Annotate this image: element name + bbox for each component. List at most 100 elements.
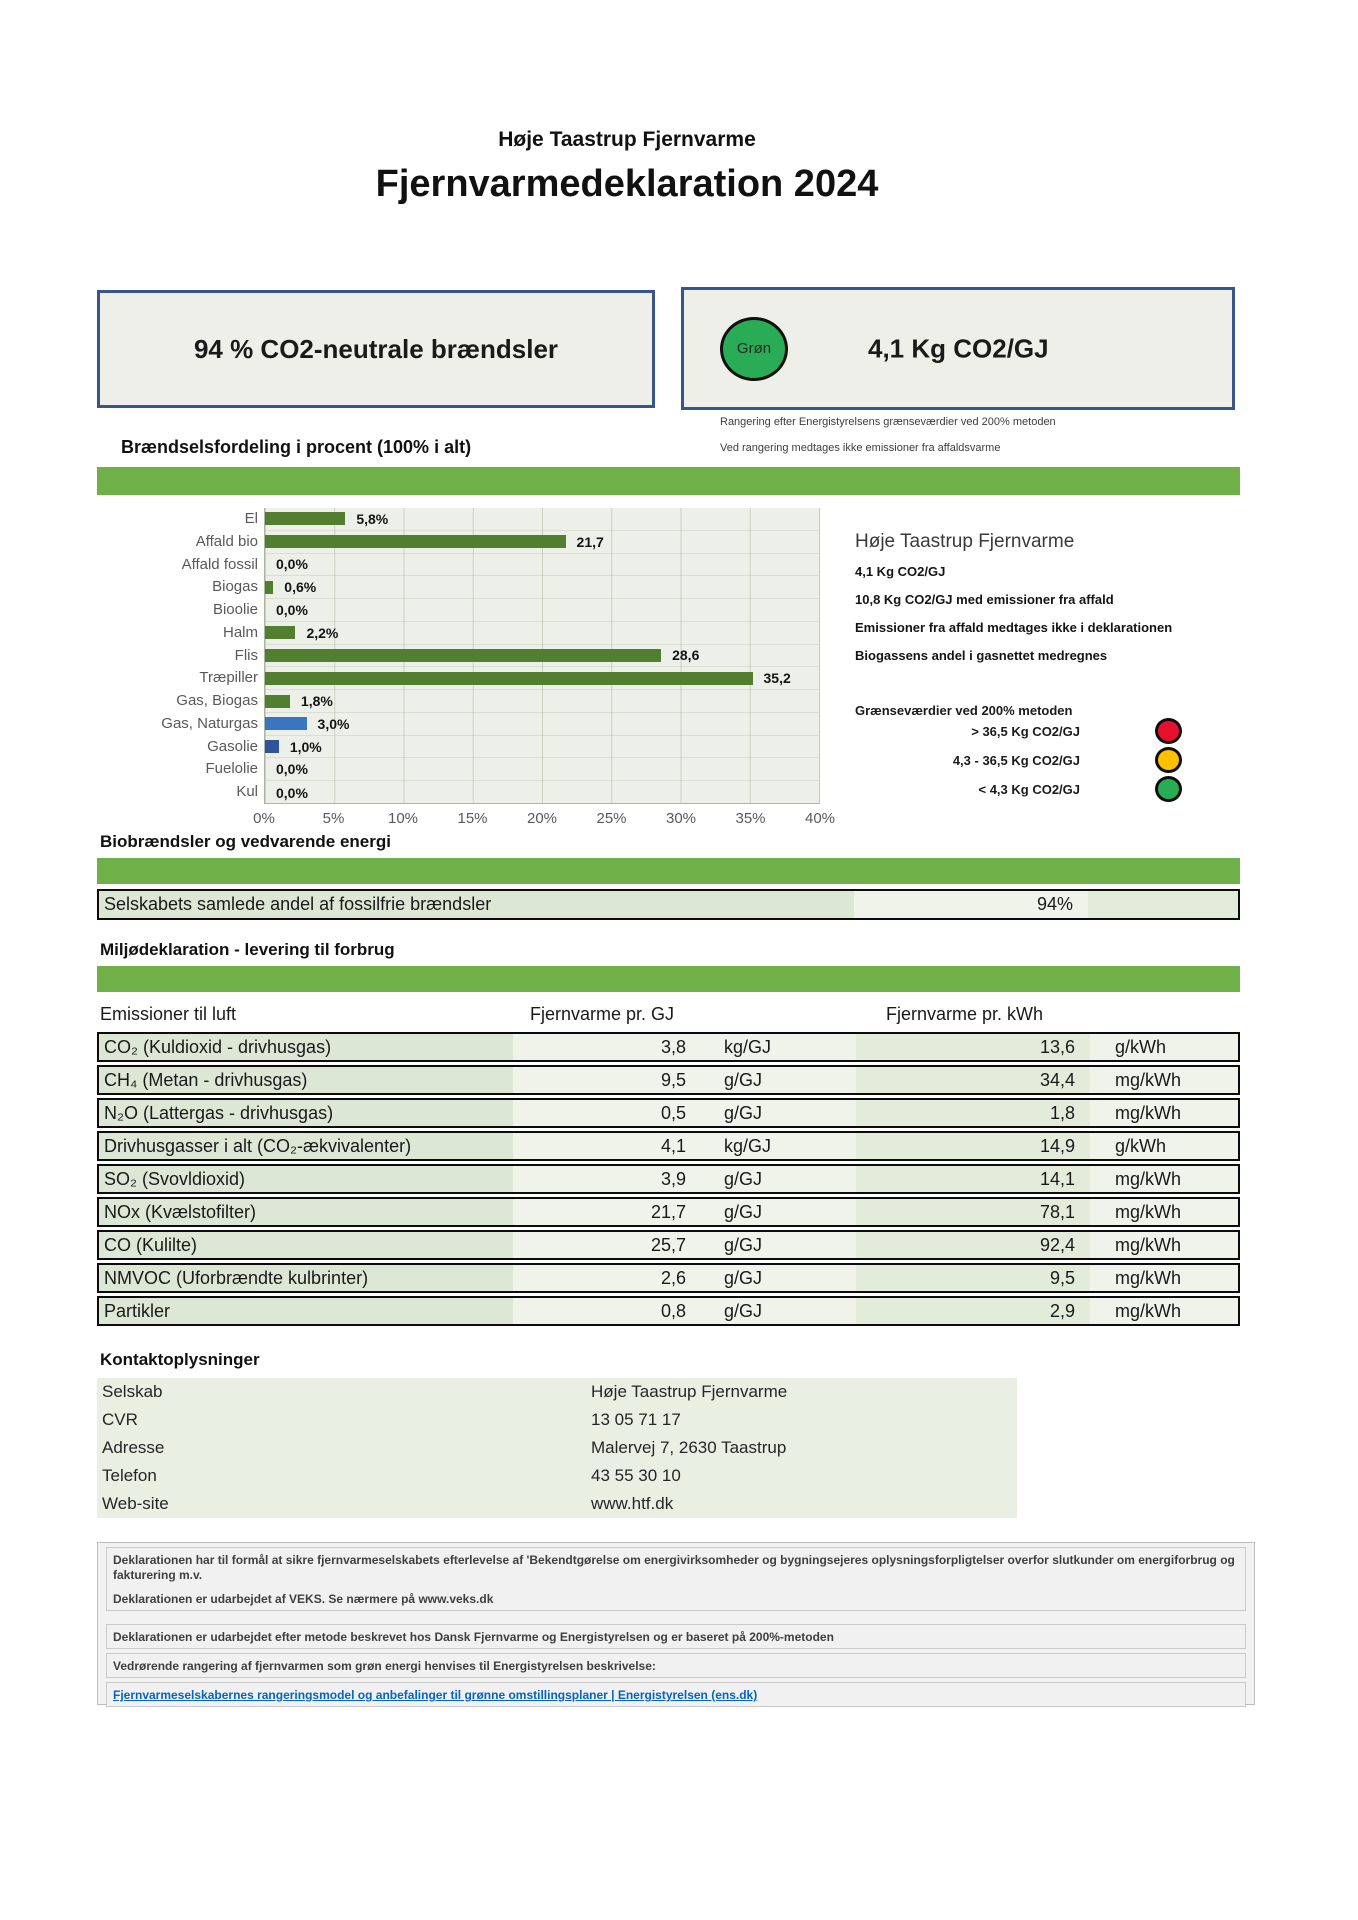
chart-category-label: El [244, 510, 258, 527]
emission-gj-value: 3,8 [513, 1034, 692, 1060]
traffic-light-yellow-icon [1155, 747, 1182, 773]
footer-panel: Deklarationen har til formål at sikre fj… [97, 1542, 1255, 1707]
chart-category-label: Flis [234, 646, 258, 664]
emissions-header-pollutant: Emissioner til luft [100, 1004, 237, 1024]
emission-kwh-unit: mg/kWh [1090, 1166, 1238, 1192]
energistyrelsen-link[interactable]: Fjernvarmeselskabernes rangeringsmodel o… [113, 1688, 758, 1702]
contact-row: Telefon 43 55 30 10 [97, 1462, 1017, 1490]
chart-category-label: Træpiller [199, 669, 258, 687]
footer-method-block: Deklarationen er udarbejdet efter metode… [106, 1624, 1246, 1649]
footer-note: Deklarationen er udarbejdet af VEKS. Se … [113, 1592, 494, 1606]
chart-bar-value: 0,0% [276, 761, 308, 778]
chart-row: 0,6% [265, 576, 819, 600]
emission-name: Partikler [99, 1298, 513, 1324]
info-line: 10,8 Kg CO2/GJ med emissioner fra affald [855, 592, 1114, 607]
chart-row: 1,0% [265, 736, 819, 759]
emissions-table: CO₂ (Kuldioxid - drivhusgas) 3,8 kg/GJ 1… [97, 1032, 1240, 1329]
chart-bar [265, 740, 279, 754]
emission-gj-value: 0,5 [513, 1100, 692, 1126]
emission-name: NOx (Kvælstofilter) [99, 1199, 513, 1225]
chart-bar [265, 535, 566, 549]
contact-value: Høje Taastrup Fjernvarme [591, 1382, 788, 1401]
chart-row: 5,8% [265, 508, 819, 531]
emission-kwh-unit: mg/kWh [1090, 1067, 1238, 1093]
chart-bar [265, 671, 753, 685]
x-axis-tick-label: 30% [665, 810, 697, 827]
chart-bar-value: 0,0% [276, 784, 308, 801]
emission-gj-unit: g/GJ [692, 1199, 856, 1225]
emission-kwh-unit: mg/kWh [1090, 1100, 1238, 1126]
chart-bar [265, 648, 662, 662]
x-axis-tick-label: 5% [322, 810, 345, 827]
fuel-distribution-plot-area: 5,8% 21,7 0,0% 0,6% [264, 508, 820, 804]
emission-gj-value: 3,9 [513, 1166, 692, 1192]
chart-category-labels: El Affald bio Affald fossil Biogas Biool… [118, 508, 258, 804]
x-axis-tick-label: 0% [253, 810, 275, 827]
emission-row: NMVOC (Uforbrændte kulbrinter) 2,6 g/GJ … [97, 1263, 1240, 1293]
emissions-section-title: Miljødeklaration - levering til forbrug [100, 940, 395, 959]
emission-row: N₂O (Lattergas - drivhusgas) 0,5 g/GJ 1,… [97, 1098, 1240, 1128]
emission-gj-unit: kg/GJ [692, 1133, 856, 1159]
x-axis-tick-label: 25% [596, 810, 627, 827]
emission-gj-value: 2,6 [513, 1265, 692, 1291]
contact-label: CVR [102, 1410, 138, 1429]
threshold-row: > 36,5 Kg CO2/GJ [855, 718, 1185, 745]
chart-bar-value: 5,8% [356, 510, 389, 527]
fossilfree-share-spacer [1088, 891, 1238, 918]
chart-row: 2,2% [265, 622, 819, 645]
emission-row: Drivhusgasser i alt (CO₂-ækvivalenter) 4… [97, 1131, 1240, 1161]
emission-row: CO (Kulilte) 25,7 g/GJ 92,4 mg/kWh [97, 1230, 1240, 1260]
emission-name: NMVOC (Uforbrændte kulbrinter) [99, 1265, 513, 1291]
x-axis-tick-label: 35% [735, 810, 766, 827]
chart-bar-value: 0,6% [284, 579, 317, 596]
contact-row: CVR 13 05 71 17 [97, 1406, 1017, 1434]
ranking-notes: Rangering efter Energistyrelsens grænsev… [720, 416, 1190, 468]
emission-row: CO₂ (Kuldioxid - drivhusgas) 3,8 kg/GJ 1… [97, 1032, 1240, 1062]
contact-row: Web-site www.htf.dk [97, 1490, 1017, 1518]
ranking-note-line: Ved rangering medtages ikke emissioner f… [720, 442, 1001, 454]
emission-gj-value: 0,8 [513, 1298, 692, 1324]
co2-rating-box: Grøn 4,1 Kg CO2/GJ [681, 287, 1235, 410]
emission-kwh-unit: g/kWh [1090, 1133, 1238, 1159]
emission-kwh-value: 14,1 [856, 1166, 1090, 1192]
chart-category-label: Halm [222, 623, 258, 641]
emission-kwh-unit: g/kWh [1090, 1034, 1238, 1060]
footer-note: Deklarationen er udarbejdet efter metode… [113, 1630, 834, 1644]
chart-row: 28,6 [265, 645, 819, 668]
contact-value: 13 05 71 17 [591, 1410, 681, 1429]
x-axis: 0% 5% 10% 15% 20% 25% 30% 35% 40% [253, 810, 835, 830]
info-panel: Høje Taastrup Fjernvarme 4,1 Kg CO2/GJ 1… [855, 531, 1255, 811]
emission-gj-unit: g/GJ [692, 1298, 856, 1324]
chart-bar-value: 35,2 [763, 670, 791, 687]
chart-bar-value: 2,2% [306, 624, 339, 641]
emission-row: SO₂ (Svovldioxid) 3,9 g/GJ 14,1 mg/kWh [97, 1164, 1240, 1194]
emissions-header-per-gj: Fjernvarme pr. GJ [530, 1004, 675, 1024]
co2-per-gj-value: 4,1 Kg CO2/GJ [868, 333, 1049, 363]
chart-bar-value: 21,7 [576, 533, 604, 550]
chart-bar-value: 0,0% [276, 556, 308, 573]
emission-name: CH₄ (Metan - drivhusgas) [99, 1067, 513, 1093]
info-line: Biogassens andel i gasnettet medregnes [855, 648, 1108, 663]
emission-gj-unit: g/GJ [692, 1100, 856, 1126]
fossilfree-share-label: Selskabets samlede andel af fossilfrie b… [99, 891, 854, 918]
emission-kwh-value: 2,9 [856, 1298, 1090, 1324]
chart-row: 1,8% [265, 690, 819, 713]
chart-category-label: Affald bio [195, 532, 258, 550]
fossilfree-share-row: Selskabets samlede andel af fossilfrie b… [97, 889, 1240, 920]
emission-kwh-value: 92,4 [856, 1232, 1090, 1258]
chart-row: 35,2 [265, 667, 819, 691]
emission-kwh-unit: mg/kWh [1090, 1298, 1238, 1324]
emission-name: N₂O (Lattergas - drivhusgas) [99, 1100, 513, 1126]
chart-row: 0,0% [265, 554, 819, 577]
badge-label: Grøn [736, 340, 772, 357]
contact-value: 43 55 30 10 [591, 1466, 681, 1485]
footer-purpose-block: Deklarationen har til formål at sikre fj… [106, 1547, 1246, 1611]
emission-gj-unit: g/GJ [692, 1067, 856, 1093]
emission-name: CO₂ (Kuldioxid - drivhusgas) [99, 1034, 513, 1060]
footer-link-block: Fjernvarmeselskabernes rangeringsmodel o… [106, 1682, 1246, 1707]
co2-neutral-label: 94 % CO2-neutrale brændsler [193, 333, 559, 364]
chart-bar [265, 626, 296, 640]
emission-gj-value: 9,5 [513, 1067, 692, 1093]
x-axis-tick-label: 10% [387, 810, 419, 827]
